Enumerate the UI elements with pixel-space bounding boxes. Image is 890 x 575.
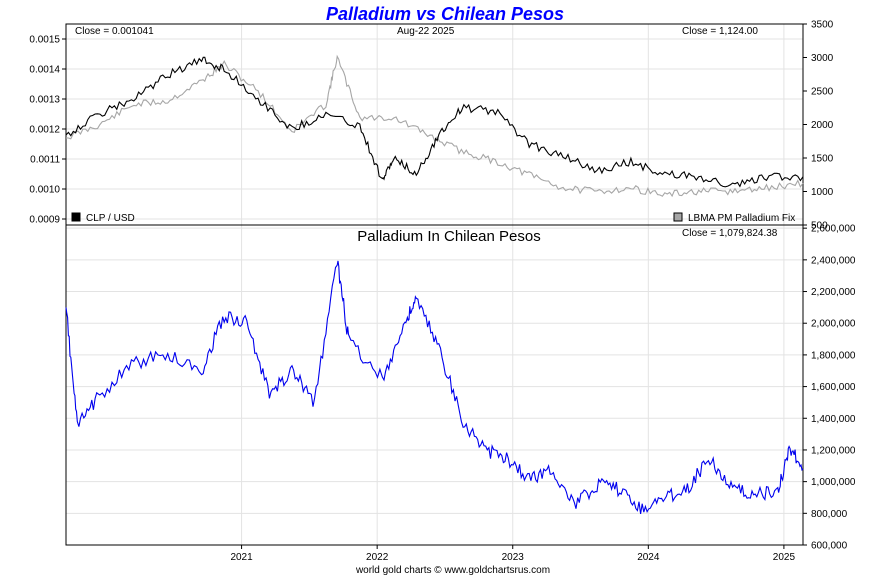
- top-close-right: Close = 1,124.00: [682, 26, 758, 37]
- x-tick-label: 2024: [637, 552, 660, 563]
- y-right-tick-label: 1000: [811, 187, 834, 198]
- x-tick-label: 2021: [230, 552, 253, 563]
- y-tick-label: 2,400,000: [811, 255, 856, 266]
- top-left-axis-ticks: 0.0009 0.0010 0.0011 0.0012 0.0013 0.0014 0.00…: [29, 35, 66, 226]
- x-tick-label: 2025: [773, 552, 796, 563]
- y-tick-label: 1,200,000: [811, 445, 856, 456]
- y-tick-label: 600,000: [811, 541, 848, 552]
- y-tick-label: 2,000,000: [811, 319, 856, 330]
- bottom-close: Close = 1,079,824.38: [682, 228, 778, 239]
- y-tick-label: 800,000: [811, 509, 848, 520]
- y-left-tick-label: 0.0013: [29, 95, 60, 106]
- x-tick-label: 2023: [502, 552, 525, 563]
- bottom-right-axis-ticks: 600,000 800,000 1,000,000 1,200,000 1,400,00…: [803, 224, 856, 552]
- top-right-axis-ticks: 500 1000 1500 2000 2500 3000 3500: [803, 20, 834, 232]
- bottom-panel-frame: [65, 224, 804, 546]
- series-line-clp-usd: [65, 56, 804, 188]
- top-date: Aug-22 2025: [397, 26, 455, 37]
- series-line-palladium-fix: [65, 54, 804, 198]
- y-right-tick-label: 3500: [811, 20, 834, 31]
- legend-swatch-clp: [71, 212, 81, 222]
- y-tick-label: 1,600,000: [811, 382, 856, 393]
- bottom-panel-grid: [66, 225, 803, 546]
- legend-swatch-palladium: [673, 212, 683, 222]
- y-left-tick-label: 0.0011: [30, 155, 60, 166]
- y-tick-label: 1,800,000: [811, 350, 856, 361]
- y-left-tick-label: 0.0009: [29, 215, 60, 226]
- y-left-tick-label: 0.0012: [29, 125, 60, 136]
- x-axis-ticks: 2021 2022 2023 2024 2025: [230, 545, 795, 563]
- top-close-left: Close = 0.001041: [75, 26, 154, 37]
- bottom-panel-title: Palladium In Chilean Pesos: [357, 228, 540, 245]
- footer-credit: world gold charts © www.goldchartsrus.co…: [355, 565, 550, 575]
- y-right-tick-label: 2500: [811, 87, 834, 98]
- x-tick-label: 2022: [366, 552, 389, 563]
- legend-label-clp: CLP / USD: [86, 213, 135, 224]
- bottom-panel-series: [65, 260, 804, 514]
- y-tick-label: 1,400,000: [811, 414, 856, 425]
- legend-label-palladium: LBMA PM Palladium Fix: [688, 213, 795, 224]
- top-panel-frame: [65, 23, 804, 226]
- y-tick-label: 2,600,000: [811, 224, 856, 235]
- y-right-tick-label: 500: [811, 221, 828, 232]
- top-panel-series: [65, 54, 804, 198]
- chart-title: Palladium vs Chilean Pesos: [326, 4, 564, 24]
- y-tick-label: 1,000,000: [811, 477, 856, 488]
- y-left-tick-label: 0.0010: [29, 185, 60, 196]
- y-right-tick-label: 3000: [811, 53, 834, 64]
- y-left-tick-label: 0.0015: [29, 35, 60, 46]
- top-panel-grid: [66, 24, 803, 225]
- y-tick-label: 2,200,000: [811, 287, 856, 298]
- y-right-tick-label: 1500: [811, 154, 834, 165]
- y-right-tick-label: 2000: [811, 120, 834, 131]
- y-left-tick-label: 0.0014: [29, 65, 60, 76]
- series-line-palladium-clp: [65, 260, 804, 514]
